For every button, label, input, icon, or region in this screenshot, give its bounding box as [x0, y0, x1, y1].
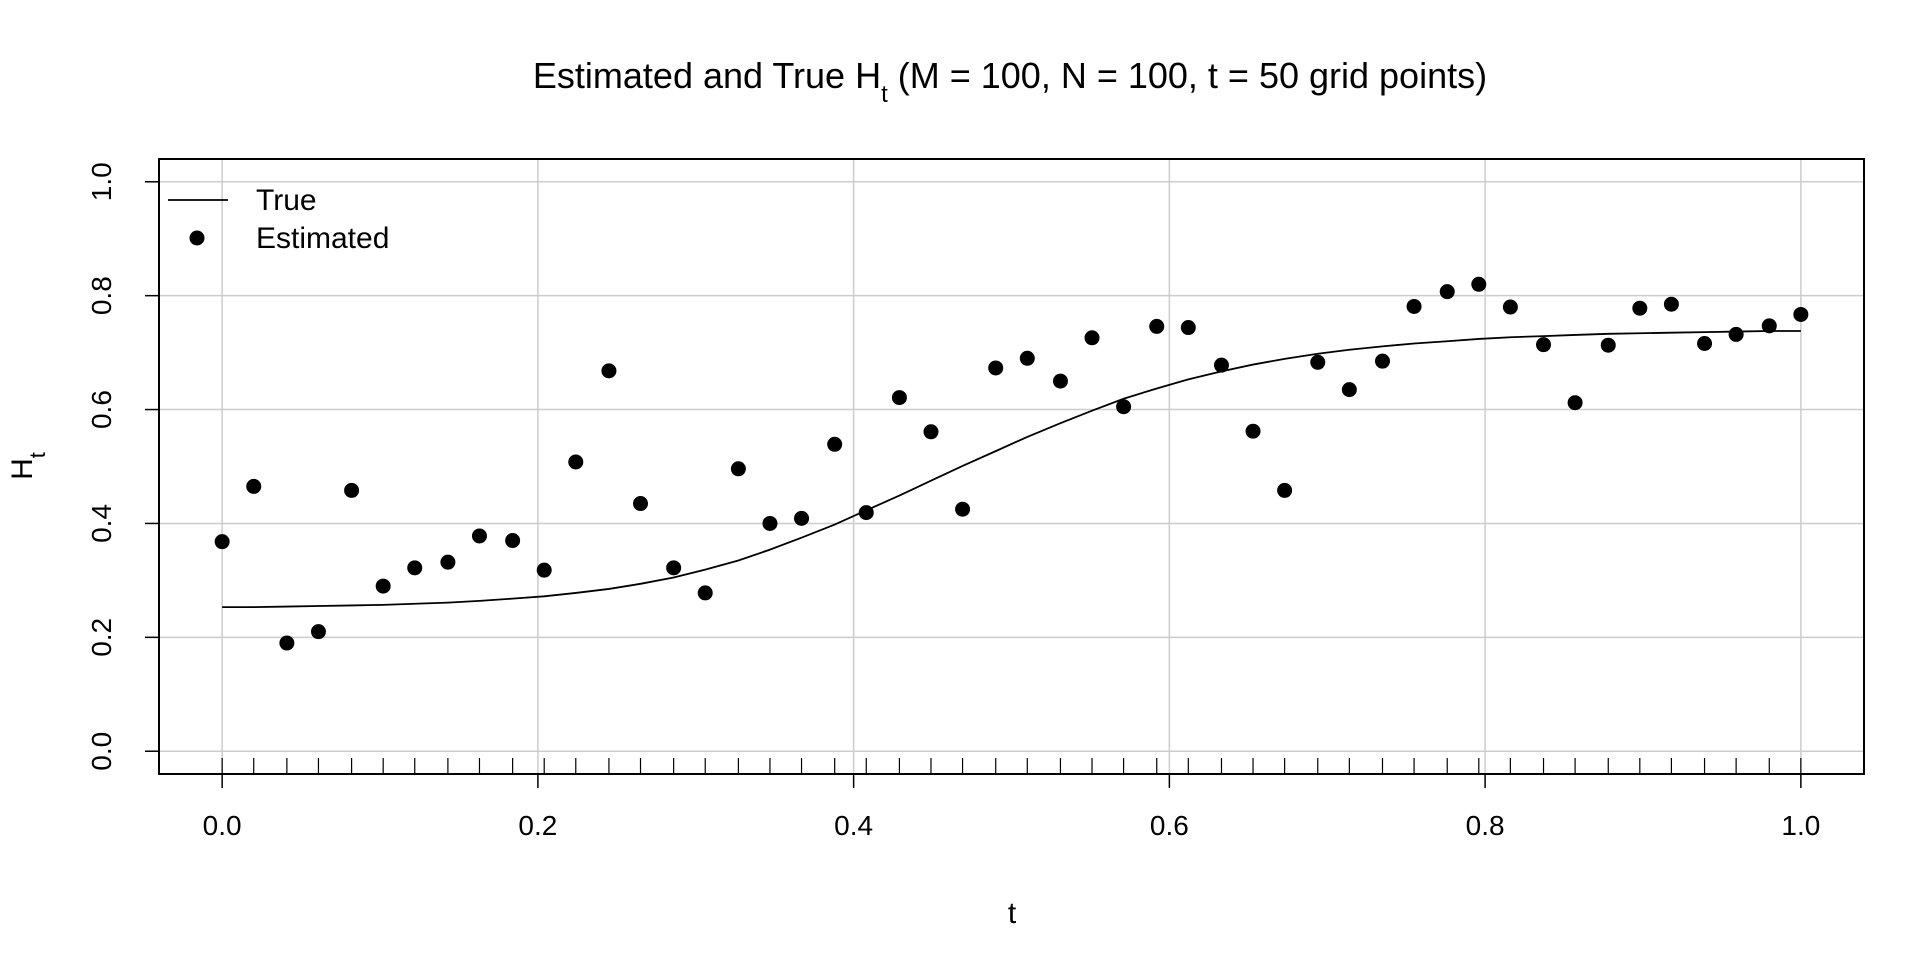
estimated-point	[1632, 300, 1648, 316]
legend-point-swatch	[189, 230, 205, 246]
estimated-point	[471, 528, 487, 544]
estimated-point	[891, 390, 907, 406]
estimated-point	[536, 562, 552, 578]
estimated-point	[440, 554, 456, 570]
estimated-point	[1663, 296, 1679, 312]
estimated-point	[1697, 336, 1713, 351]
estimated-point	[1536, 337, 1552, 353]
y-tick-label: 1.0	[86, 162, 117, 201]
chart-title: Estimated and True Ht (M = 100, N = 100,…	[533, 55, 1487, 108]
estimated-point	[633, 496, 649, 512]
x-tick-label: 0.0	[203, 810, 242, 841]
estimated-point	[1213, 357, 1229, 373]
estimated-point	[1793, 306, 1809, 322]
estimated-point	[1149, 318, 1165, 334]
estimated-point	[988, 360, 1004, 376]
x-axis-label: t	[1008, 897, 1017, 930]
estimated-point	[601, 363, 617, 379]
estimated-point	[1052, 373, 1068, 389]
estimated-point	[923, 424, 939, 440]
legend-label: Estimated	[256, 222, 389, 255]
y-axis-label: Ht	[6, 452, 50, 480]
estimated-point	[505, 533, 521, 549]
rug-ticks	[221, 758, 1802, 774]
estimated-point	[1180, 320, 1196, 336]
y-tick-label: 0.0	[86, 732, 117, 771]
estimated-point	[279, 635, 295, 651]
estimated-point	[1277, 482, 1293, 498]
estimated-point	[1245, 423, 1261, 439]
legend: True Estimated	[168, 184, 389, 255]
estimated-point	[1502, 299, 1518, 315]
estimated-point	[1728, 326, 1744, 342]
legend-label: True	[256, 184, 317, 217]
x-axis: 0.0 0.2 0.4 0.6 0.8 1.0	[203, 774, 1820, 841]
estimated-point	[1116, 399, 1132, 415]
estimated-point	[697, 585, 713, 601]
estimated-point	[858, 505, 874, 521]
y-tick-label: 0.6	[86, 390, 117, 429]
y-tick-label: 0.4	[86, 504, 117, 543]
y-tick-label: 0.2	[86, 618, 117, 657]
y-axis: 0.0 0.2 0.4 0.6 0.8 1.0	[86, 162, 159, 771]
estimated-point	[1310, 354, 1326, 370]
x-tick-label: 1.0	[1781, 810, 1820, 841]
estimated-point	[955, 501, 971, 517]
y-tick-label: 0.8	[86, 276, 117, 315]
x-tick-label: 0.8	[1466, 810, 1505, 841]
plot-frame	[158, 158, 1865, 775]
estimated-point	[568, 454, 584, 470]
estimated-point	[1600, 337, 1616, 353]
estimated-point	[246, 478, 262, 494]
true-curve-line	[222, 330, 1801, 609]
y-axis-label-subscript: t	[25, 452, 50, 458]
x-tick-label: 0.4	[834, 810, 873, 841]
estimated-point	[666, 560, 682, 576]
estimated-point	[1019, 350, 1035, 366]
estimated-point	[344, 482, 360, 498]
estimated-point	[762, 515, 778, 531]
estimated-point	[827, 436, 843, 452]
chart-title-subscript: t	[881, 81, 888, 108]
x-tick-label: 0.2	[518, 810, 557, 841]
estimated-point	[1341, 382, 1357, 398]
estimated-point	[730, 461, 746, 477]
estimated-point	[1471, 276, 1487, 292]
estimated-point	[1406, 298, 1422, 314]
estimated-point	[1439, 284, 1455, 300]
estimated-point	[407, 560, 423, 576]
data-series	[214, 276, 1809, 651]
estimated-point	[1084, 330, 1100, 346]
x-tick-label: 0.6	[1150, 810, 1189, 841]
estimated-point	[1374, 353, 1390, 369]
estimated-point	[214, 534, 230, 550]
estimated-point	[310, 624, 326, 640]
estimated-point	[794, 510, 810, 526]
estimated-point	[1761, 318, 1777, 334]
estimated-point	[1567, 395, 1583, 411]
estimated-point	[375, 578, 391, 594]
grid	[159, 159, 1864, 774]
